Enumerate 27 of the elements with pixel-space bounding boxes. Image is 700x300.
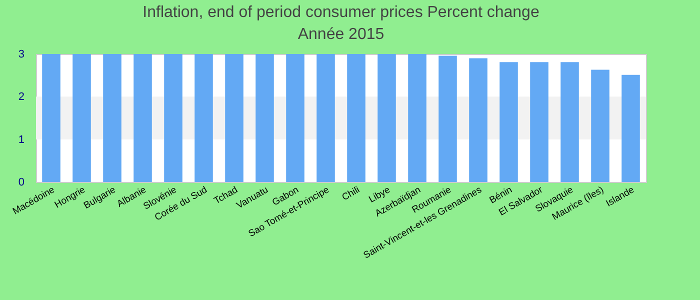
chart-subtitle: Année 2015 <box>298 26 384 43</box>
bar <box>72 54 91 182</box>
bar <box>500 62 518 182</box>
x-tick-label: Chili <box>340 184 362 204</box>
bar <box>469 58 488 182</box>
y-tick-label: 3 <box>18 48 24 60</box>
y-tick-label: 1 <box>18 134 24 146</box>
bar <box>591 70 610 182</box>
bar <box>42 54 60 182</box>
y-tick-label: 0 <box>18 176 24 188</box>
bar <box>316 54 335 182</box>
bar <box>438 56 457 182</box>
bar <box>103 54 122 182</box>
bar <box>134 54 152 182</box>
chart-title: Inflation, end of period consumer prices Percent change <box>142 4 540 21</box>
bar <box>256 54 274 182</box>
bar <box>194 54 213 182</box>
bar <box>164 54 182 182</box>
bar <box>225 54 244 182</box>
y-tick-label: 2 <box>18 91 24 104</box>
bar <box>622 74 640 182</box>
bar <box>408 54 426 182</box>
bar <box>347 54 366 182</box>
bar <box>560 62 579 182</box>
bar <box>530 62 548 182</box>
bar <box>378 54 396 182</box>
bar <box>286 54 304 182</box>
